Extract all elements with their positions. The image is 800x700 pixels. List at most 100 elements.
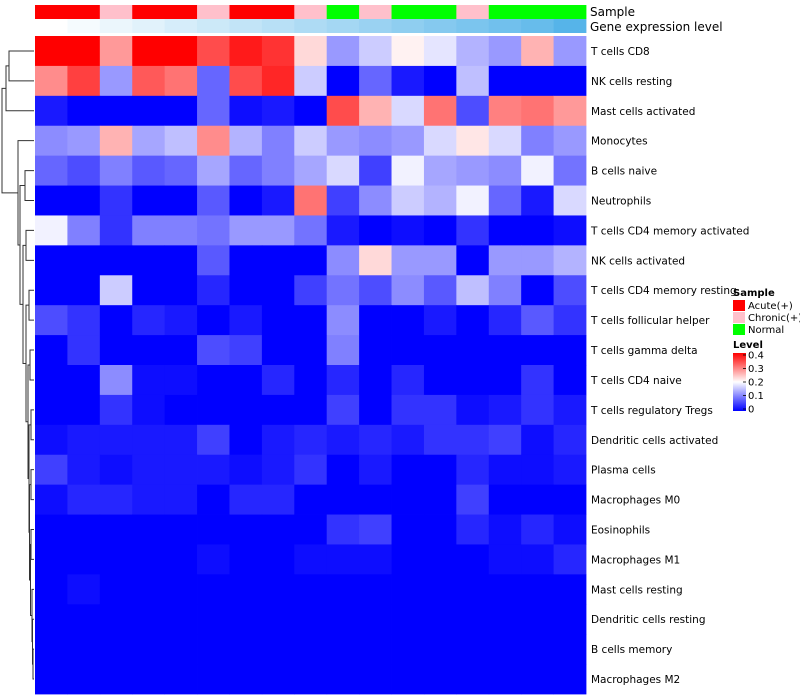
heatmap-cell (553, 484, 587, 515)
heatmap-cell (294, 484, 328, 515)
row-label: Macrophages M1 (591, 554, 680, 566)
row-label: Macrophages M0 (591, 495, 680, 507)
heatmap-cell (67, 36, 101, 67)
heatmap-cell (164, 125, 198, 157)
row-label: Dendritic cells resting (591, 614, 706, 626)
heatmap-cell (197, 95, 230, 127)
expression-annotation-cell (132, 19, 166, 33)
heatmap-cell (35, 634, 68, 665)
heatmap-cell (391, 424, 425, 456)
heatmap-cell (197, 574, 230, 605)
heatmap-cell (359, 95, 392, 127)
heatmap-cell (35, 574, 68, 605)
heatmap-cell (294, 544, 328, 575)
heatmap-cell (488, 365, 522, 396)
heatmap-cell (197, 514, 230, 545)
heatmap-cell (229, 365, 263, 396)
row-label: NK cells resting (591, 76, 672, 88)
heatmap-cell (391, 604, 425, 635)
heatmap-cell (423, 155, 457, 186)
heatmap-cell (423, 604, 457, 635)
dendrogram-link (1, 87, 18, 194)
heatmap-cell (456, 125, 490, 157)
heatmap-cell (197, 394, 230, 426)
heatmap-cell (391, 484, 425, 515)
heatmap-cell (132, 604, 166, 635)
heatmap-cell (294, 335, 328, 366)
heatmap-cell (423, 394, 457, 426)
heatmap-cell (261, 574, 295, 605)
heatmap-cell (35, 275, 68, 306)
legend-sample-swatch (733, 300, 745, 311)
expression-annotation-cell (423, 19, 457, 33)
heatmap-cell (423, 215, 457, 246)
heatmap-cell (164, 604, 198, 635)
sample-annotation-cell (261, 5, 295, 19)
heatmap-cell (229, 65, 263, 97)
heatmap-cell (553, 574, 587, 605)
heatmap-cell (456, 95, 490, 127)
heatmap-cell (521, 514, 554, 545)
heatmap-cell (423, 634, 457, 665)
heatmap-cell (164, 634, 198, 665)
heatmap-cell (521, 185, 554, 216)
heatmap-cell (261, 604, 295, 635)
heatmap-cell (229, 305, 263, 336)
heatmap-cell (423, 424, 457, 456)
row-label: T cells follicular helper (590, 315, 710, 327)
heatmap-cell (456, 604, 490, 635)
heatmap-cell (521, 574, 554, 605)
legend-level-tick-label: 0.2 (748, 378, 764, 389)
heatmap-cell (521, 65, 554, 97)
row-label: T cells CD4 memory resting (590, 285, 737, 297)
row-label: Mast cells resting (591, 584, 683, 596)
heatmap-cell (35, 664, 68, 695)
heatmap-cell (391, 185, 425, 216)
heatmap-cell (521, 155, 554, 186)
expression-annotation-cell (553, 19, 587, 33)
legend-sample-swatch (733, 312, 745, 323)
heatmap-cell (423, 664, 457, 695)
heatmap-cell (423, 125, 457, 157)
heatmap-cell (132, 514, 166, 545)
heatmap-cell (326, 215, 360, 246)
heatmap-cell (229, 454, 263, 486)
heatmap-cell (359, 335, 392, 366)
heatmap-cell (67, 634, 101, 665)
heatmap-cell (164, 514, 198, 545)
heatmap-cell (359, 394, 392, 426)
heatmap-cell (456, 335, 490, 366)
heatmap-cell (359, 544, 392, 575)
heatmap-cell (359, 155, 392, 186)
heatmap-cell (391, 305, 425, 336)
heatmap-cell (488, 514, 522, 545)
heatmap-cell (391, 155, 425, 186)
heatmap-cell (326, 514, 360, 545)
heatmap-cell (326, 36, 360, 67)
heatmap-cell (132, 365, 166, 396)
heatmap-cell (132, 125, 166, 157)
heatmap-cell (99, 365, 133, 396)
heatmap-cell (423, 65, 457, 97)
heatmap-cell (359, 125, 392, 157)
sample-annotation-cell (423, 5, 457, 19)
legend-level-title: Level (733, 340, 763, 351)
heatmap-cell (391, 454, 425, 486)
heatmap-cell (423, 305, 457, 336)
row-label: NK cells activated (591, 255, 685, 267)
heatmap-cell (488, 484, 522, 515)
dendrogram-link (29, 349, 34, 381)
heatmap-cell (197, 125, 230, 157)
heatmap-cell (391, 335, 425, 366)
sample-annotation-cell (67, 5, 101, 19)
heatmap-cell (132, 155, 166, 186)
heatmap-cell (35, 185, 68, 216)
heatmap-cell (35, 484, 68, 515)
heatmap-cell (521, 424, 554, 456)
row-label: Macrophages M2 (591, 674, 680, 686)
heatmap-cell (261, 185, 295, 216)
heatmap-cell (99, 424, 133, 456)
heatmap-cell (521, 454, 554, 486)
heatmap-cell (35, 514, 68, 545)
heatmap-cell (294, 275, 328, 306)
